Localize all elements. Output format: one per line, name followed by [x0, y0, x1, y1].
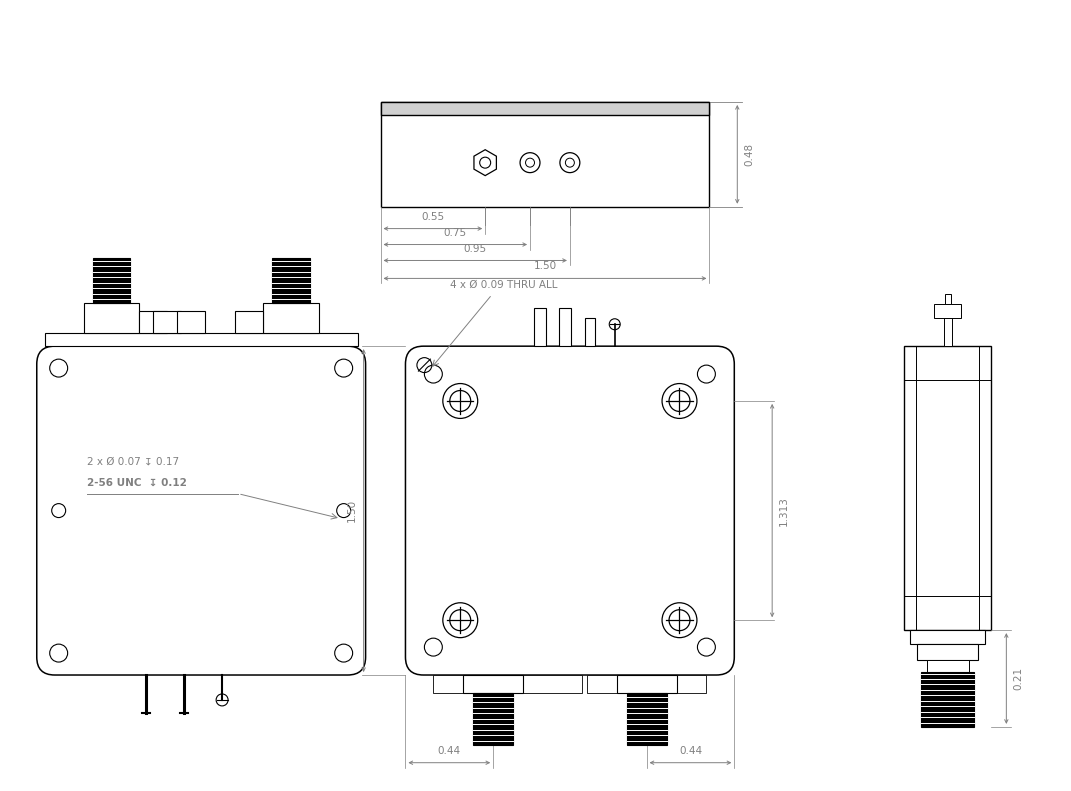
Text: 0.75: 0.75: [443, 228, 467, 237]
Bar: [263, 303, 319, 333]
Bar: [380, 102, 709, 115]
Bar: [92, 259, 131, 303]
Text: 1.50: 1.50: [347, 499, 357, 522]
Text: 2 x Ø 0.07 ↧ 0.17: 2 x Ø 0.07 ↧ 0.17: [87, 456, 179, 467]
Text: 0.95: 0.95: [464, 244, 487, 253]
Bar: [587, 675, 621, 693]
Text: 4 x Ø 0.09 THRU ALL: 4 x Ø 0.09 THRU ALL: [450, 279, 558, 290]
Bar: [926, 660, 968, 672]
Text: 2-56 UNC  ↧ 0.12: 2-56 UNC ↧ 0.12: [87, 478, 186, 488]
Bar: [627, 675, 666, 693]
Text: 0.55: 0.55: [421, 212, 444, 221]
Text: 0.21: 0.21: [1013, 667, 1023, 690]
Bar: [585, 318, 594, 346]
Bar: [934, 305, 962, 318]
Bar: [534, 308, 546, 346]
Bar: [153, 312, 181, 333]
Bar: [476, 675, 510, 693]
Bar: [178, 312, 206, 333]
Bar: [945, 294, 951, 305]
Bar: [139, 312, 167, 333]
Bar: [45, 333, 358, 346]
Bar: [521, 675, 582, 693]
Text: 0.44: 0.44: [438, 746, 461, 755]
FancyBboxPatch shape: [36, 346, 365, 675]
Bar: [921, 672, 974, 727]
Bar: [464, 675, 523, 693]
Bar: [84, 303, 139, 333]
Bar: [434, 675, 473, 693]
Bar: [910, 630, 985, 644]
Bar: [559, 308, 571, 346]
Text: 1.50: 1.50: [533, 262, 557, 271]
Bar: [272, 259, 310, 303]
Bar: [917, 644, 978, 660]
Text: 0.48: 0.48: [744, 143, 754, 166]
Text: 0.44: 0.44: [679, 746, 702, 755]
Bar: [627, 693, 666, 745]
Text: 1.313: 1.313: [779, 496, 789, 525]
FancyBboxPatch shape: [406, 346, 735, 675]
Bar: [904, 346, 992, 630]
Bar: [944, 318, 951, 346]
Bar: [235, 312, 263, 333]
Bar: [617, 675, 677, 693]
Bar: [380, 102, 709, 206]
Bar: [668, 675, 707, 693]
Bar: [473, 693, 513, 745]
